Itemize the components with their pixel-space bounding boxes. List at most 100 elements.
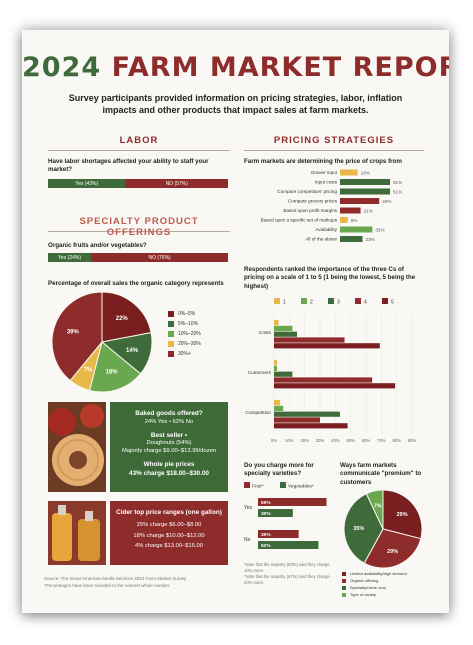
organic-pie-legend-swatch — [168, 351, 174, 357]
premium-pie-slice-label-0: 29% — [397, 512, 408, 518]
three-cs-bar — [274, 423, 348, 429]
three-cs-bar — [274, 320, 279, 326]
organic-pie-slice-label-4: 39% — [67, 330, 80, 336]
pricing-sources-bar-chart: Grower input 18% Input costs 51% Compare com… — [261, 169, 402, 242]
pricing-heading: PRICING STRATEGIES — [244, 135, 424, 151]
three-cs-legend-swatch — [301, 298, 307, 304]
organic-pie-legend-swatch — [168, 321, 174, 327]
premium-question: Do you charge more for specialty varieti… — [244, 462, 314, 478]
labor-yes-segment: Yes (43%) — [48, 179, 126, 188]
organic-pie-slice-4 — [52, 292, 103, 382]
premium-pie-legend-label: Limited availability/high demand — [350, 571, 407, 576]
three-cs-tick-label: 20% — [300, 438, 309, 443]
organic-pie-legend: 0%–5% 5%–10% 10%–20% 20%–30% 30%+ — [168, 309, 201, 359]
specialty-heading: SPECIALTY PRODUCT OFFERINGS — [48, 216, 230, 238]
organic-pie-slice-label-2: 18% — [106, 370, 119, 376]
premium-bar — [258, 541, 319, 549]
best-seller-value: Doughnuts (54%) — [146, 440, 192, 447]
three-cs-title: Respondents ranked the importance of the… — [244, 266, 416, 290]
pricing-bar-value: 33% — [375, 227, 384, 232]
three-cs-bar — [274, 383, 396, 389]
pricing-category-label: Based upon a specific set of markups — [261, 218, 338, 223]
premium-bar-value: 52% — [261, 543, 271, 549]
three-cs-tick-label: 50% — [346, 438, 355, 443]
premium-pie-slice-label-1: 29% — [387, 549, 398, 555]
title-year: 2024 — [22, 52, 102, 83]
labor-heading: LABOR — [48, 135, 230, 151]
premium-note-1: *Note that the majority (63%) said they … — [244, 562, 330, 574]
organic-sales-pie-chart: 22% 14% 18% 7% 39% — [52, 292, 152, 392]
baked-share: 24% Yes • 62% No — [144, 418, 194, 425]
three-cs-legend-swatch — [382, 298, 388, 304]
organic-pie-slice-label-3: 7% — [84, 368, 93, 374]
premium-pie-legend-label: Organic offering — [350, 578, 379, 583]
organic-pie-legend-label: 30%+ — [178, 351, 191, 357]
three-cs-legend-label: 3 — [337, 300, 340, 306]
pricing-bar-value: 40% — [382, 199, 391, 204]
organic-pie-legend-label: 5%–10% — [178, 321, 199, 327]
specialty-premium-bar-chart: Fruit* Vegetables* Yes 59% 30% No 35% 52% — [244, 482, 327, 549]
cider-heading: Cider top price ranges (one gallon) — [116, 509, 222, 516]
labor-no-segment: NO (57%) — [125, 179, 228, 188]
premium-pie-slice-1 — [363, 528, 422, 568]
three-cs-ranking-chart: 1 2 3 4 50% 10% 20% 30% 40% 50% 60% 70% 80% 90%CostsC… — [245, 298, 416, 443]
premium-pie-legend-label: Specialty/niche crop — [350, 585, 386, 590]
premium-bar-value: 35% — [261, 532, 271, 538]
organic-pie-slice-2 — [88, 341, 142, 392]
baked-question: Baked goods offered? — [135, 410, 203, 417]
cider-range-1: 25% charge $6.00–$8.00 — [136, 521, 202, 528]
infographic-page: 2024 FARM MARKET REPORT Survey participa… — [22, 30, 449, 613]
organic-pie-legend-swatch — [168, 311, 174, 317]
premium-bar — [258, 498, 327, 506]
pricing-bar-value: 18% — [361, 170, 370, 175]
premium-bar-value: 59% — [261, 500, 271, 506]
organic-pie-slice-label-0: 22% — [116, 316, 129, 322]
premium-pie-slice-label-2: 35% — [353, 526, 364, 532]
three-cs-category-label: Costs — [259, 330, 272, 336]
three-cs-tick-label: 60% — [362, 438, 371, 443]
premium-legend-label: Vegetables* — [288, 484, 314, 490]
pricing-category-label: Grower input — [311, 170, 338, 175]
three-cs-legend-swatch — [355, 298, 361, 304]
organic-split-bar: Yes (24%) NO (76%) — [48, 253, 228, 262]
three-cs-tick-label: 0% — [271, 438, 277, 443]
report-title: 2024 FARM MARKET REPORT — [22, 52, 449, 83]
premium-pie-legend-swatch — [342, 578, 346, 583]
three-cs-bar — [274, 365, 278, 371]
organic-pie-title: Percentage of overall sales the organic … — [48, 280, 224, 287]
premium-bar — [258, 509, 293, 517]
organic-question: Organic fruits and/or vegetables? — [48, 242, 147, 249]
premium-pie-legend-swatch — [342, 592, 346, 597]
three-cs-bar — [274, 325, 293, 331]
pricing-category-label: Compare competitors' pricing — [277, 189, 337, 194]
rounding-note: *Percentages have been rounded to the ne… — [44, 582, 171, 588]
pie-price-value: 43% charge $18.00–$30.00 — [129, 469, 209, 477]
premium-legend-swatch — [244, 482, 250, 488]
pricing-question: Farm markets are determining the price o… — [244, 158, 402, 165]
three-cs-bar — [274, 337, 345, 343]
three-cs-category-label: Competition — [245, 410, 271, 416]
premium-bar — [258, 530, 299, 538]
organic-pie-legend-label: 0%–5% — [178, 311, 196, 317]
premium-pie-legend-swatch — [342, 571, 346, 576]
organic-no-segment: NO (76%) — [91, 253, 228, 262]
pricing-category-label: Based upon profit margins — [283, 208, 337, 213]
organic-pie-legend-item: 0%–5% — [168, 309, 201, 319]
premium-pie-legend-item: Organic offering — [342, 577, 407, 584]
pricing-bar — [340, 207, 361, 214]
three-cs-bar — [274, 377, 373, 383]
three-cs-tick-label: 10% — [285, 438, 294, 443]
premium-pie-legend-item: Type of variety — [342, 591, 407, 598]
footnotes: Source: The Great American Media Service… — [44, 576, 244, 590]
pricing-category-label: All of the above — [305, 237, 337, 242]
pricing-bar — [340, 217, 348, 223]
three-cs-bar — [274, 331, 297, 337]
report-subtitle: Survey participants provided information… — [68, 93, 403, 115]
three-cs-bar — [274, 360, 278, 366]
premium-legend-swatch — [280, 482, 286, 488]
premium-category-label: Yes — [244, 505, 253, 511]
organic-pie-legend-item: 30%+ — [168, 349, 201, 359]
organic-pie-legend-item: 20%–30% — [168, 339, 201, 349]
best-seller-label: Best seller • — [150, 431, 188, 439]
pricing-category-label: Compare grocery prices — [288, 199, 338, 204]
